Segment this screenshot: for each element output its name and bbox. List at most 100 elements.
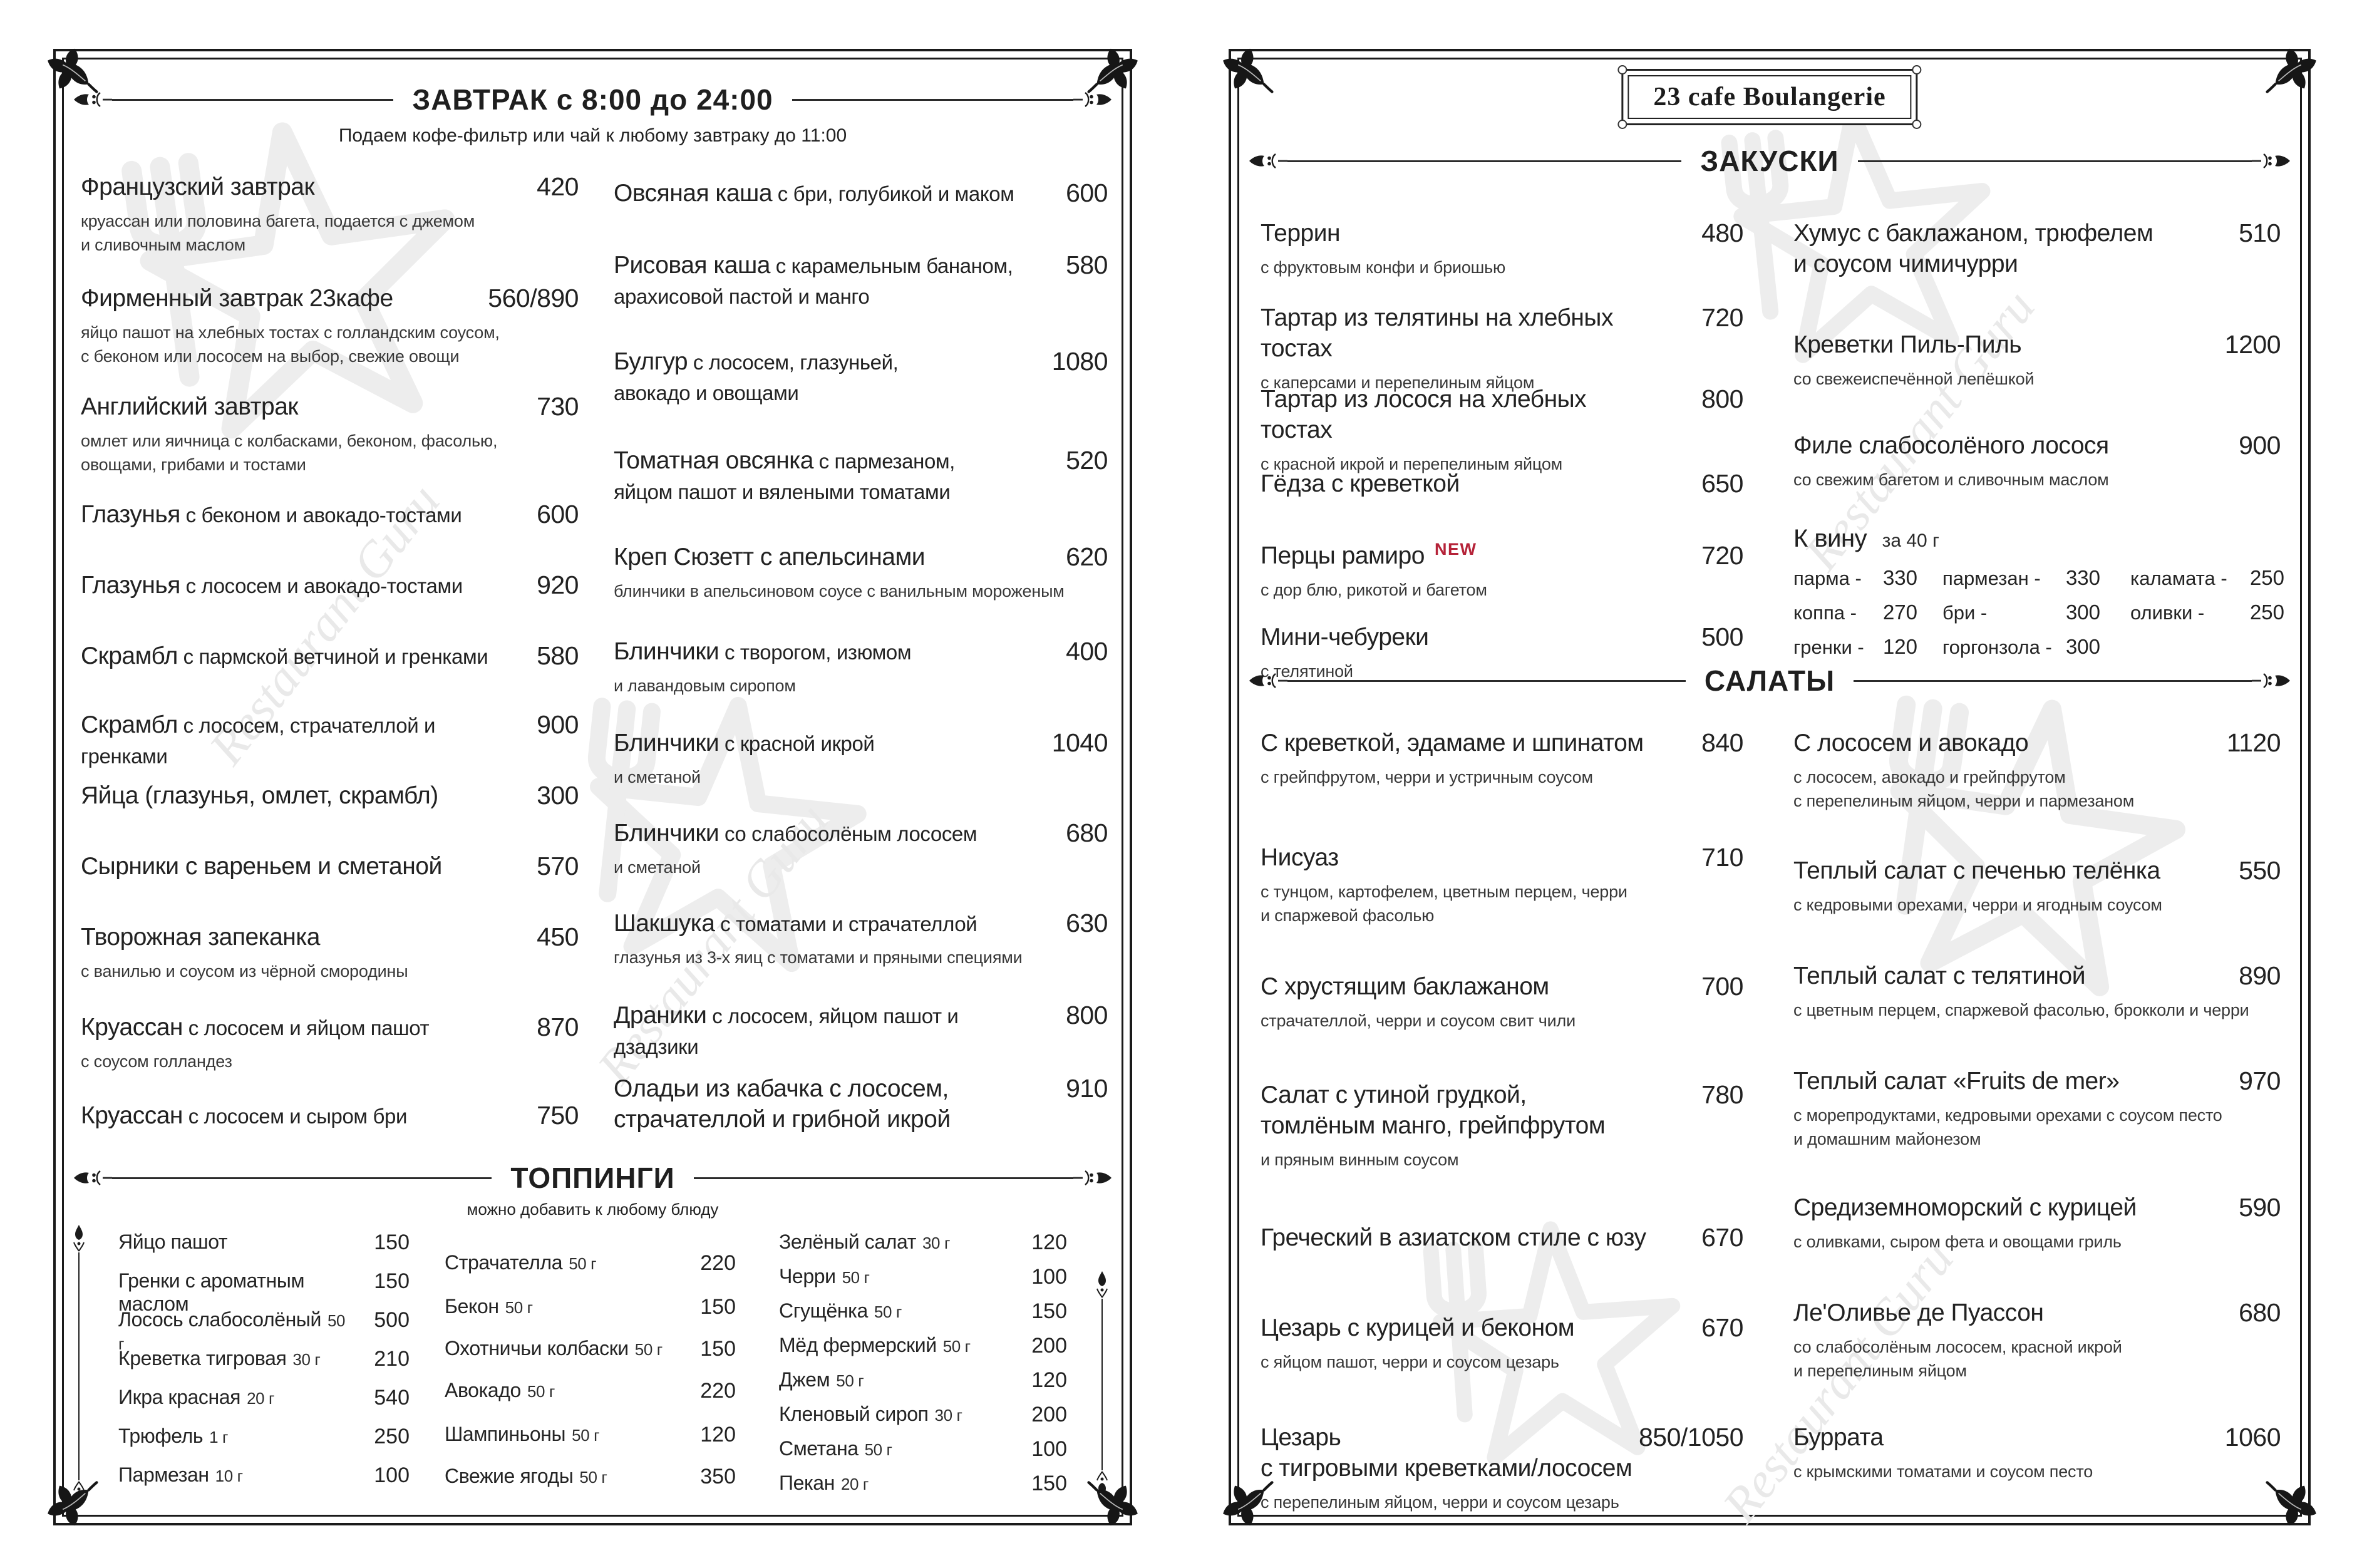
item-name-row: Креп Сюзетт с апельсинами: [614, 542, 1108, 573]
item-name-row: Глазунья с беконом и авокадо-тостами: [81, 500, 579, 530]
topping-item: 250 Трюфель 1 г: [118, 1425, 410, 1448]
item-description: со свежим багетом и сливочным маслом: [1793, 470, 2109, 489]
item-price: 910: [1066, 1074, 1108, 1103]
item-price: 1060: [2224, 1423, 2281, 1452]
wine-pairings-header: К вину за 40 г: [1793, 525, 1939, 553]
item-price: 1120: [2226, 728, 2281, 757]
vertical-ornament: [1093, 1270, 1111, 1499]
item-name-row: Рисовая каша с карамельным бананом, арах…: [614, 250, 1108, 312]
item-name: Мини-чебуреки: [1261, 624, 1429, 651]
menu-item: 720 Перцы рамиро NEW с дор блю, рикотой и б…: [1261, 540, 1743, 602]
topping-name: Сметана 50 г: [779, 1437, 892, 1460]
topping-name: Икра красная 20 г: [118, 1386, 275, 1408]
topping-weight: 30 г: [292, 1350, 321, 1369]
topping-item: 220 Страчателла 50 г: [445, 1251, 736, 1275]
zakuski-left-column: 480 Террин с фруктовым конфи и бриошью 720 Т…: [1261, 51, 1743, 1523]
wine-pairing-name: парма: [1793, 567, 1862, 590]
item-price: 420: [537, 172, 579, 201]
topping-weight: 50 г: [527, 1382, 555, 1401]
topping-price: 150: [700, 1295, 736, 1319]
item-name: Перцы рамиро: [1261, 542, 1425, 569]
corner-leaf-icon: [1087, 40, 1141, 94]
item-price: 1200: [2224, 330, 2281, 359]
topping-price: 200: [1031, 1403, 1067, 1426]
salads-right-column: 1120 С лососем и авокадо с лососем, авокад…: [1793, 51, 2281, 1523]
item-name-row: Скрамбл с пармской ветчиной и гренками: [81, 641, 579, 672]
topping-item: 150 Бекон 50 г: [445, 1295, 736, 1319]
item-price: 590: [2239, 1193, 2281, 1222]
item-name-row: Булгур с лососем, глазуньей, авокадо и о…: [614, 347, 1108, 408]
item-name-row: Круассан с лососем и яйцом пашот: [81, 1013, 579, 1043]
menu-item: 1080 Булгур с лососем, глазуньей, авокадо…: [614, 347, 1108, 408]
item-name-row: Цезарь с тигровыми креветками/лососем: [1261, 1423, 1743, 1484]
item-name-row: Творожная запеканка: [81, 922, 579, 953]
topping-name: Лосось слабосолёный 50 г: [118, 1308, 346, 1353]
topping-name: Кленовый сироп 30 г: [779, 1403, 962, 1425]
item-name-row: Филе слабосолёного лосося: [1793, 431, 2281, 462]
item-name-row: Скрамбл с лососем, страчателлой и гренка…: [81, 710, 579, 771]
topping-name: Яйцо пашот: [118, 1230, 228, 1253]
item-name-row: Овсяная каша с бри, голубикой и маком: [614, 178, 1108, 209]
menu-item: 1120 С лососем и авокадо с лососем, авокад…: [1793, 728, 2281, 813]
wine-pairing-price: 330: [2065, 566, 2100, 589]
item-description: с крымскими томатами и соусом песто: [1793, 1462, 2093, 1481]
corner-leaf-icon: [1220, 1480, 1274, 1534]
item-name-row: Томатная овсянка с пармезаном, яйцом паш…: [614, 446, 1108, 507]
item-name: Творожная запеканка: [81, 924, 320, 951]
topping-name: Трюфель 1 г: [118, 1425, 229, 1447]
divider-ornament-icon: [72, 91, 112, 108]
item-price: 870: [537, 1013, 579, 1041]
topping-name: Креветка тигровая 30 г: [118, 1347, 321, 1369]
menu-item: 600 Овсяная каша с бри, голубикой и маком: [614, 178, 1108, 209]
menu-item: 720 Тартар из телятины на хлебных тостах с…: [1261, 303, 1743, 395]
toppings-column-1: 150 Яйцо пашот 150 Гренки с ароматным масло…: [118, 51, 410, 1523]
item-name: Буррата: [1793, 1424, 1884, 1451]
topping-price: 120: [1031, 1368, 1067, 1392]
menu-item: 1060 Буррата с крымскими томатами и соусом…: [1793, 1423, 2281, 1483]
item-price: 970: [2239, 1066, 2281, 1095]
item-name-detail: с лососем, глазуньей, авокадо и овощами: [614, 351, 899, 405]
wine-pairing-price: 300: [2065, 601, 2100, 624]
item-name-row: Драники с лососем, яйцом пашот и дзадзик…: [614, 1001, 1108, 1062]
item-price: 620: [1066, 542, 1108, 571]
topping-weight: 20 г: [247, 1389, 275, 1408]
item-description: с дор блю, рикотой и багетом: [1261, 580, 1487, 599]
item-price: 680: [1066, 818, 1108, 847]
item-description: с яйцом пашот, черри и соусом цезарь: [1261, 1352, 1559, 1371]
topping-price: 540: [374, 1386, 410, 1410]
wine-pairing-price: 250: [2249, 566, 2284, 589]
item-description: с тунцом, картофелем, цветным перцем, че…: [1261, 882, 1627, 926]
item-name-row: Греческий в азиатском стиле с юзу: [1261, 1223, 1743, 1254]
item-name-row: Глазунья с лососем и авокадо-тостами: [81, 570, 579, 601]
wine-pairing-name: оливки: [2130, 602, 2204, 624]
menu-item: 400 Блинчики с творогом, изюмом и лавандов…: [614, 637, 1108, 698]
item-name: Средиземноморский с курицей: [1793, 1194, 2137, 1221]
item-description: с фруктовым конфи и бриошью: [1261, 257, 1506, 277]
wine-pairing-name: гренки: [1793, 636, 1864, 659]
salads-title: САЛАТЫ: [1704, 664, 1835, 697]
divider-ornament-icon: [2252, 673, 2292, 689]
item-name-row: Средиземноморский с курицей: [1793, 1193, 2281, 1224]
toppings-title: ТОППИНГИ: [510, 1162, 675, 1194]
item-name: Тартар из лосося на хлебных тостах: [1261, 386, 1587, 443]
item-name-row: Буррата: [1793, 1423, 2281, 1453]
menu-item: 570 Сырники с вареньем и сметаной: [81, 852, 579, 882]
item-name-row: Террин: [1261, 219, 1743, 249]
item-description: с грейпфрутом, черри и устричным соусом: [1261, 767, 1593, 787]
item-name-row: Круассан с лососем и сыром бри: [81, 1101, 579, 1132]
topping-weight: 1 г: [209, 1428, 229, 1447]
item-name: Сырники с вареньем и сметаной: [81, 853, 442, 880]
item-description: с лососем, авокадо и грейпфрутом с переп…: [1793, 767, 2135, 811]
topping-name: Свежие ягоды 50 г: [445, 1465, 607, 1487]
item-name-detail: с карамельным бананом, арахисовой пастой…: [614, 254, 1013, 308]
topping-price: 250: [374, 1425, 410, 1448]
menu-item: 840 С креветкой, эдамаме и шпинатом с грей…: [1261, 728, 1743, 789]
menu-item: 300 Яйца (глазунья, омлет, скрамбл): [81, 781, 579, 812]
salads-left-column: 840 С креветкой, эдамаме и шпинатом с грей…: [1261, 51, 1744, 1523]
toppings-subtitle: можно добавить к любому блюду: [467, 1200, 719, 1219]
topping-weight: 50 г: [874, 1302, 902, 1321]
item-price: 720: [1701, 541, 1743, 570]
topping-item: 150 Сгущёнка 50 г: [779, 1299, 1067, 1323]
menu-item: 500 Мини-чебуреки с телятиной: [1261, 622, 1743, 683]
item-description: с соусом голландез: [81, 1051, 232, 1071]
